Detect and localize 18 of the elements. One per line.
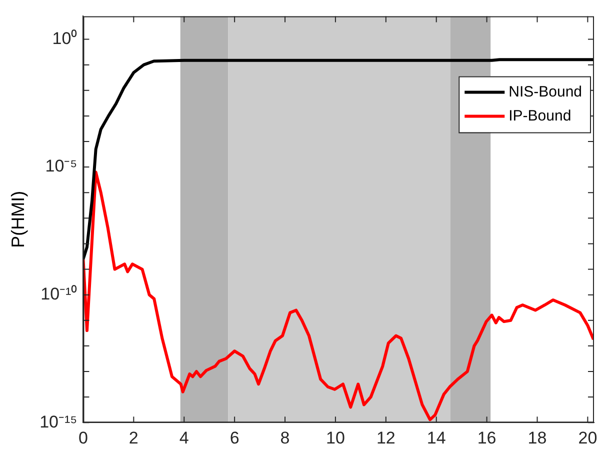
x-tick-label: 18 xyxy=(528,428,547,448)
y-tick-label: 10⁻¹⁰ xyxy=(40,284,78,304)
x-tick-label: 2 xyxy=(128,428,138,448)
y-axis-title: P(HMI) xyxy=(8,190,28,248)
x-tick-label: 8 xyxy=(280,428,290,448)
y-tick-label: 10⁻⁵ xyxy=(45,156,78,176)
x-tick-label: 12 xyxy=(376,428,396,448)
legend-label: NIS-Bound xyxy=(508,83,582,100)
x-tick-label: 6 xyxy=(230,428,240,448)
x-tick-label: 16 xyxy=(477,428,496,448)
x-tick-label: 0 xyxy=(78,428,88,448)
x-tick-label: 10 xyxy=(326,428,345,448)
x-tick-label: 4 xyxy=(179,428,189,448)
legend-label: IP-Bound xyxy=(508,107,572,124)
x-tick-label: 20 xyxy=(578,428,598,448)
y-tick-label: 10⁰ xyxy=(52,28,78,48)
x-tick-label: 14 xyxy=(426,428,446,448)
y-tick-label: 10⁻¹⁵ xyxy=(40,412,78,432)
